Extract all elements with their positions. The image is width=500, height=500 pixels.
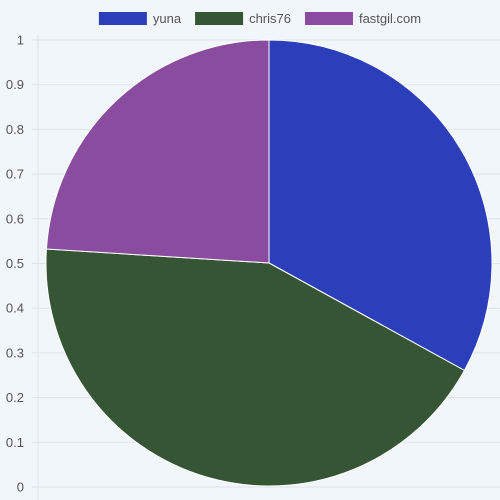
legend-swatch-yuna — [98, 12, 147, 25]
y-tick-label: 0.7 — [6, 167, 24, 182]
legend-label-yuna: yuna — [153, 11, 182, 26]
y-tick-label: 0.5 — [6, 256, 24, 271]
y-tick-label: 0.3 — [6, 345, 24, 360]
legend-label-fastgil-com: fastgil.com — [359, 11, 421, 26]
y-tick-label: 0.1 — [6, 435, 24, 450]
y-tick-label: 1 — [17, 33, 24, 48]
legend: yuna chris76 fastgil.com — [98, 11, 421, 26]
y-tick-label: 0 — [17, 480, 24, 495]
y-tick-label: 0.8 — [6, 122, 24, 137]
pie-slice-chris76 — [45, 248, 466, 487]
y-tick-label: 0.4 — [6, 301, 24, 316]
y-tick-label: 0.6 — [6, 211, 24, 226]
pie-slices — [45, 39, 493, 487]
legend-swatch-chris76 — [195, 12, 244, 25]
pie-slice-fastgil-com — [45, 39, 270, 264]
pie-slice-yuna — [268, 39, 493, 372]
y-tick-label: 0.9 — [6, 77, 24, 92]
legend-swatch-fastgil-com — [304, 12, 353, 25]
y-tick-label: 0.2 — [6, 390, 24, 405]
legend-label-chris76: chris76 — [249, 11, 291, 26]
y-axis: 0 0.1 0.2 0.3 0.4 0.5 0.6 0.7 0.8 0.9 1 — [6, 33, 39, 500]
